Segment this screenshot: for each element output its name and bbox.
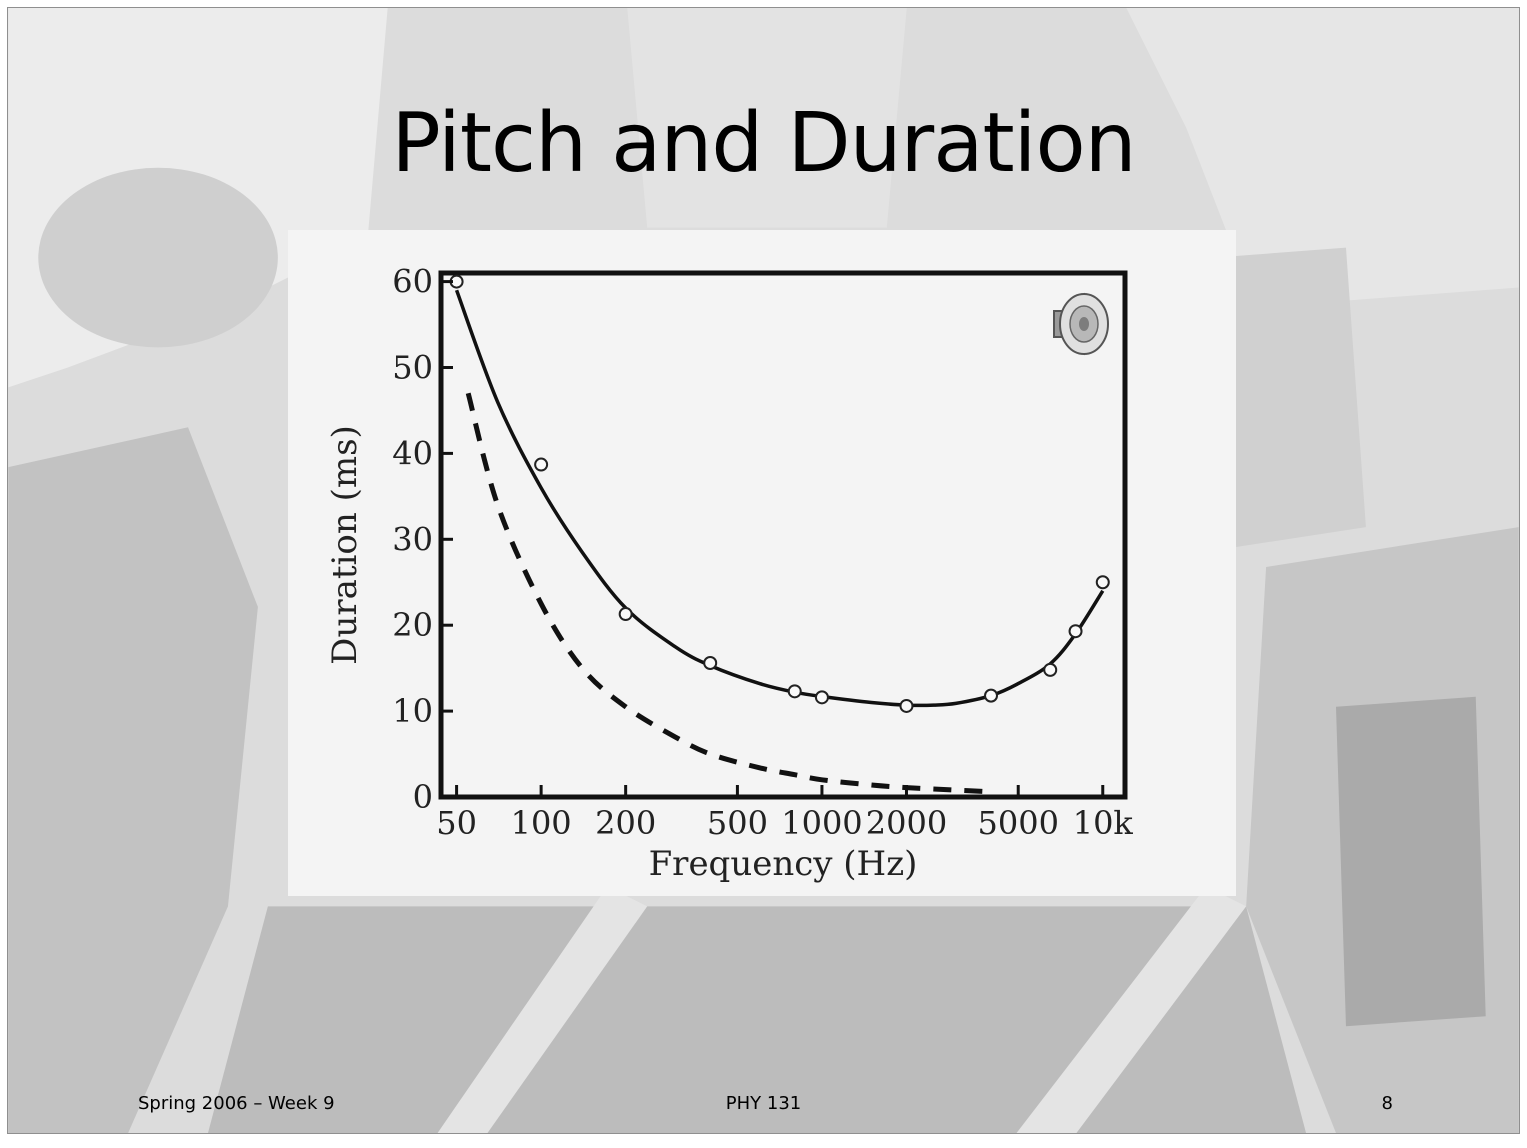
x-tick-label: 10k: [1073, 804, 1134, 842]
data-point: [618, 607, 633, 622]
data-point: [984, 688, 999, 703]
x-tick-label: 5000: [978, 804, 1059, 842]
footer-date: Spring 2006 – Week 9: [138, 1093, 335, 1114]
slide-title: Pitch and Duration: [391, 96, 1136, 191]
x-axis-title: Frequency (Hz): [649, 844, 918, 884]
y-tick-label: 60: [392, 263, 433, 301]
x-tick-label: 50: [436, 804, 477, 842]
y-tick-label: 50: [392, 348, 433, 386]
data-point: [1068, 624, 1083, 639]
data-point: [1043, 662, 1058, 677]
footer-course: PHY 131: [725, 1093, 802, 1114]
slide-number: 8: [1381, 1093, 1393, 1114]
x-tick-label: 200: [595, 804, 656, 842]
data-point: [787, 684, 802, 699]
y-tick-label: 10: [392, 692, 433, 730]
x-tick-label: 100: [511, 804, 572, 842]
dashed-curve: [465, 392, 992, 795]
x-tick-label: 2000: [866, 804, 947, 842]
y-tick-label: 40: [392, 434, 433, 472]
data-point: [814, 690, 829, 705]
x-tick-label: 500: [707, 804, 768, 842]
data-point: [703, 655, 718, 670]
speaker-icon[interactable]: [1053, 292, 1109, 356]
slide: Pitch and Duration 0 10 20 30 40 50 60 50 100 200…: [7, 7, 1520, 1134]
duration-chart: 0 10 20 30 40 50 60 50 100 200 500 1000 2000 5000 10k F…: [325, 263, 1134, 884]
y-tick-label: 0: [413, 778, 433, 816]
plot-frame: [438, 270, 1128, 800]
y-axis-title: Duration (ms): [325, 425, 365, 665]
data-point: [534, 457, 549, 472]
x-tick-label: 1000: [781, 804, 862, 842]
background-photo: [8, 8, 1519, 1133]
data-point: [899, 698, 914, 713]
y-tick-label: 20: [392, 606, 433, 644]
y-tick-label: 30: [392, 520, 433, 558]
solid-curve: [454, 289, 1105, 708]
data-point: [1095, 575, 1110, 590]
chart-panel: 0 10 20 30 40 50 60 50 100 200 500 1000 2000 5000 10k F…: [288, 230, 1236, 896]
